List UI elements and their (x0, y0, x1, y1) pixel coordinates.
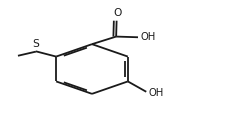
Text: O: O (113, 8, 122, 18)
Text: OH: OH (140, 32, 155, 42)
Text: S: S (32, 39, 39, 49)
Text: OH: OH (148, 88, 163, 98)
